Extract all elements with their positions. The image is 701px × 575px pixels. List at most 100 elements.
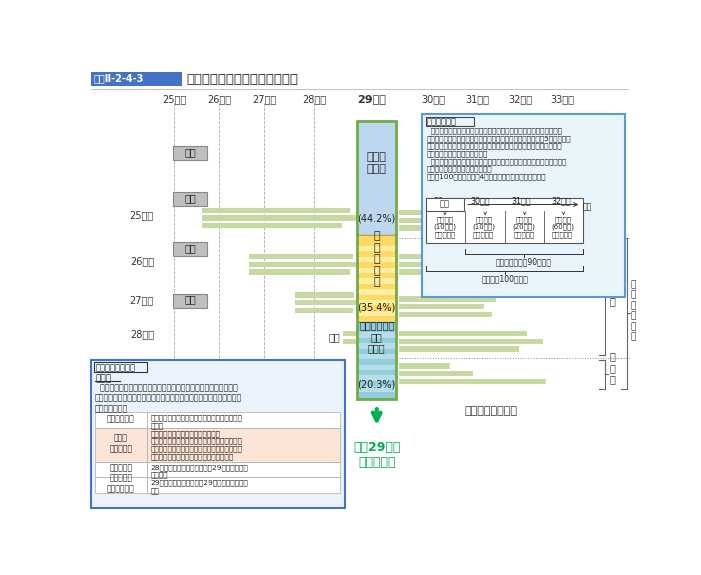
Text: (35.4%): (35.4%)	[358, 302, 396, 313]
Text: 契約: 契約	[184, 243, 196, 253]
Text: 29年度: 29年度	[357, 94, 386, 105]
Text: 物件費契約ベース: 物件費契約ベース	[464, 407, 517, 416]
Text: 既
定
分: 既 定 分	[610, 273, 616, 306]
Text: 後年度負担額（90億円）: 後年度負担額（90億円）	[496, 258, 552, 267]
Bar	[399, 254, 457, 259]
Text: 30年度: 30年度	[471, 197, 490, 206]
Bar	[423, 114, 625, 297]
Bar	[358, 365, 396, 370]
Bar	[173, 242, 207, 256]
Bar	[399, 339, 543, 344]
Bar	[147, 477, 339, 493]
Bar	[358, 121, 396, 235]
Bar	[249, 254, 353, 259]
Text: 25年度: 25年度	[130, 210, 154, 220]
Bar	[295, 292, 354, 298]
Text: (44.2%): (44.2%)	[358, 213, 396, 223]
Text: 後年度負担額: 後年度負担額	[427, 117, 457, 126]
Text: 平成29年度
防衛関係費: 平成29年度 防衛関係費	[353, 441, 400, 469]
Text: 29年度の契約に基づき、29年度に支払われる
経費: 29年度の契約に基づき、29年度に支払われる 経費	[151, 480, 248, 493]
Bar	[399, 225, 469, 231]
Text: 27年度: 27年度	[130, 295, 154, 305]
Bar	[295, 308, 353, 313]
Bar	[358, 300, 396, 305]
Bar	[358, 310, 396, 316]
Bar	[295, 300, 361, 305]
Text: 人件・糧食費: 人件・糧食費	[107, 414, 135, 423]
Text: 26年度: 26年度	[207, 94, 231, 105]
Text: 契約: 契約	[184, 294, 196, 305]
Bar	[426, 117, 474, 126]
Bar	[147, 428, 339, 462]
Text: 契約額（100億円）: 契約額（100億円）	[481, 275, 528, 283]
Bar	[399, 262, 469, 267]
Text: 一部支払
(20億円)
歳出化経費: 一部支払 (20億円) 歳出化経費	[512, 216, 536, 238]
Bar	[399, 371, 472, 376]
Bar	[173, 192, 207, 206]
Text: 図表Ⅱ-2-4-3: 図表Ⅱ-2-4-3	[93, 73, 144, 83]
Bar	[399, 331, 527, 336]
Text: 32年度: 32年度	[508, 94, 532, 105]
Text: 一部支払
(10億円)
一般物件費: 一部支払 (10億円) 一般物件費	[433, 216, 456, 238]
Bar	[358, 386, 396, 392]
Bar	[203, 223, 342, 228]
Bar	[94, 362, 147, 371]
Bar	[249, 269, 350, 275]
Bar	[358, 375, 396, 381]
Bar	[358, 343, 396, 348]
Bar	[399, 363, 449, 369]
Text: 新
規
分: 新 規 分	[610, 351, 616, 384]
Text: 28年度: 28年度	[130, 329, 154, 340]
Text: 29年度: 29年度	[433, 197, 454, 206]
Bar	[358, 235, 396, 321]
Text: 防衛関係費の構造: 防衛関係費の構造	[95, 363, 135, 372]
Bar	[358, 354, 396, 359]
Text: 防衛関係費は、人件・糧食費と物件費（事業費）に大別される。
さらに、物件費（事業費）は、歳出化経費と一般物件費（活動経費）
に分けられる。: 防衛関係費は、人件・糧食費と物件費（事業費）に大別される。 さらに、物件費（事業…	[95, 383, 242, 413]
Bar	[343, 339, 362, 344]
Text: 隊員の給与、退職金、営内での食事などにかか
る経費: 隊員の給与、退職金、営内での食事などにかか る経費	[151, 415, 243, 429]
Bar	[358, 321, 396, 398]
Bar	[358, 267, 396, 273]
Bar	[399, 304, 484, 309]
Bar	[147, 412, 339, 428]
Bar	[426, 198, 463, 210]
Text: 歳出額と新規後年度負担の関係: 歳出額と新規後年度負担の関係	[187, 73, 299, 86]
Text: 26年度: 26年度	[130, 256, 154, 266]
Text: 物件費
（事業費）: 物件費 （事業費）	[109, 434, 132, 453]
Text: 25年度: 25年度	[163, 94, 186, 105]
Text: 一部支払
(10億円)
歳出化経費: 一部支払 (10億円) 歳出化経費	[472, 216, 495, 238]
Bar	[358, 278, 396, 284]
Bar	[399, 269, 457, 275]
Bar	[95, 477, 147, 493]
Text: 27年度: 27年度	[252, 94, 276, 105]
Text: 一般物件費
（活動経費）: 一般物件費 （活動経費）	[107, 474, 135, 493]
Text: 契約: 契約	[328, 332, 340, 342]
Bar	[426, 198, 583, 243]
Text: 防衛力整備においては、装備品の調達や施設の整備などに複数年度
を要するものが多い。このため、複数年度に及ぶ契約（原則5年以内）を
行い、将来の一定時期に支払うこ: 防衛力整備においては、装備品の調達や施設の整備などに複数年度 を要するものが多い…	[426, 128, 571, 180]
Bar	[203, 208, 350, 213]
Text: 歳出額: 歳出額	[95, 374, 111, 383]
Text: 残額支払
(60億円)
歳出化経費: 残額支払 (60億円) 歳出化経費	[551, 216, 574, 238]
Text: 31年度: 31年度	[511, 197, 531, 206]
Bar	[399, 296, 496, 301]
Bar	[358, 257, 396, 262]
Bar	[343, 331, 358, 336]
Text: 人件・
糧食費: 人件・ 糧食費	[367, 152, 387, 174]
Text: 歳
出
化
経
費: 歳 出 化 経 費	[374, 231, 380, 288]
Bar	[399, 210, 469, 215]
Text: 32年度: 32年度	[552, 197, 571, 206]
Bar	[173, 146, 207, 160]
Bar	[399, 346, 519, 351]
Bar	[358, 121, 396, 398]
Bar	[399, 217, 484, 223]
Bar	[399, 378, 546, 384]
Text: 後
年
度
負
担
額: 後 年 度 負 担 額	[631, 280, 637, 342]
Text: 契約: 契約	[184, 147, 196, 157]
Bar	[95, 428, 147, 462]
Text: 契約: 契約	[440, 199, 450, 208]
Bar	[90, 360, 345, 508]
Text: (20.3%): (20.3%)	[358, 380, 396, 390]
Bar	[399, 312, 492, 317]
Text: 33年度: 33年度	[551, 94, 575, 105]
Bar	[147, 462, 339, 477]
